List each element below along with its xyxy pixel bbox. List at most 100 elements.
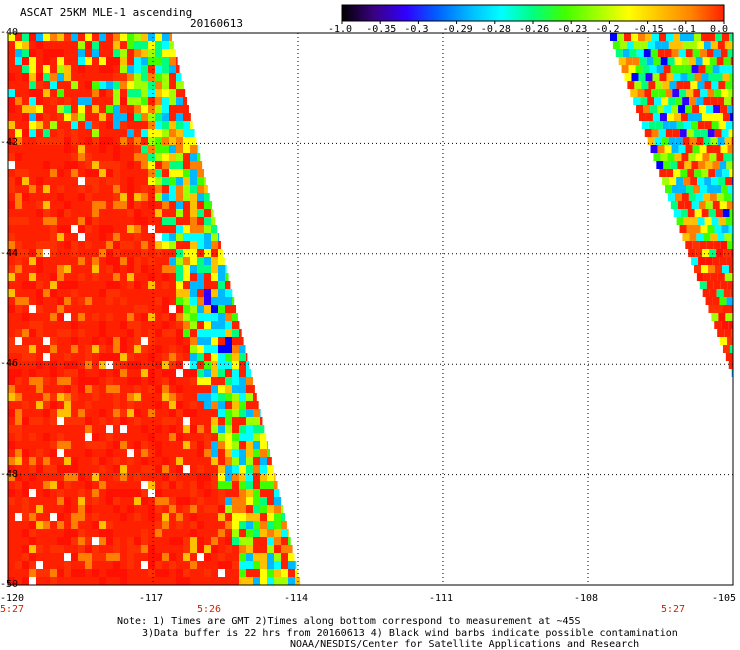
swath-cell bbox=[99, 361, 106, 369]
swath-cell bbox=[85, 561, 92, 569]
swath-cell bbox=[57, 353, 64, 361]
swath-cell bbox=[141, 257, 148, 265]
swath-cell bbox=[71, 489, 78, 497]
swath-cell bbox=[246, 441, 253, 449]
swath-cell bbox=[106, 193, 113, 201]
swath-cell bbox=[134, 193, 141, 201]
swath-cell bbox=[288, 529, 289, 537]
swath-cell bbox=[134, 505, 141, 513]
swath-cell bbox=[148, 321, 155, 329]
swath-cell bbox=[225, 393, 232, 401]
swath-cell bbox=[113, 561, 120, 569]
swath-cell bbox=[22, 33, 29, 41]
swath-cell bbox=[225, 521, 232, 529]
swath-cell bbox=[57, 33, 64, 41]
swath-cell bbox=[99, 185, 106, 193]
swath-cell bbox=[43, 433, 50, 441]
swath-cell bbox=[15, 105, 22, 113]
swath-cell bbox=[645, 73, 653, 81]
swath-cell bbox=[36, 121, 43, 129]
swath-cell bbox=[71, 137, 78, 145]
swath-cell bbox=[281, 505, 284, 513]
swath-cell bbox=[162, 185, 169, 193]
swath-cell bbox=[204, 577, 211, 585]
swath-cell bbox=[682, 97, 690, 105]
swath-cell bbox=[29, 177, 36, 185]
swath-cell bbox=[64, 225, 71, 233]
swath-cell bbox=[176, 345, 183, 353]
swath-cell bbox=[106, 137, 113, 145]
swath-cell bbox=[190, 321, 197, 329]
swath-cell bbox=[720, 49, 728, 57]
swath-cell bbox=[708, 209, 716, 217]
swath-cell bbox=[652, 73, 660, 81]
swath-cell bbox=[71, 329, 78, 337]
swath-cell bbox=[127, 441, 134, 449]
swath-cell bbox=[645, 113, 653, 121]
swath-cell bbox=[57, 41, 64, 49]
swath-cell bbox=[106, 65, 113, 73]
swath-cell bbox=[650, 49, 658, 57]
swath-cell bbox=[183, 169, 190, 177]
swath-cell bbox=[169, 433, 176, 441]
swath-cell bbox=[57, 329, 64, 337]
swath-cell bbox=[57, 473, 64, 481]
swath-cell bbox=[43, 369, 50, 377]
swath-cell bbox=[134, 377, 141, 385]
swath-cell bbox=[85, 65, 92, 73]
swath-cell bbox=[71, 345, 78, 353]
swath-cell bbox=[78, 425, 85, 433]
swath-cell bbox=[120, 513, 127, 521]
swath-cell bbox=[680, 209, 688, 217]
swath-cell bbox=[197, 497, 204, 505]
swath-cell bbox=[232, 321, 239, 329]
swath-cell bbox=[197, 481, 204, 489]
swath-cell bbox=[22, 177, 29, 185]
swath-cell bbox=[92, 433, 99, 441]
swath-cell bbox=[176, 409, 183, 417]
swath-cell bbox=[197, 225, 204, 233]
swath-cell bbox=[246, 553, 253, 561]
swath-cell bbox=[162, 81, 169, 89]
swath-cell bbox=[176, 329, 183, 337]
swath-cell bbox=[706, 49, 714, 57]
swath-cell bbox=[29, 345, 36, 353]
swath-cell bbox=[721, 89, 729, 97]
swath-cell bbox=[183, 193, 190, 201]
swath-cell bbox=[8, 249, 15, 257]
swath-cell bbox=[78, 297, 85, 305]
swath-cell bbox=[702, 153, 710, 161]
swath-cell bbox=[50, 257, 57, 265]
swath-cell bbox=[43, 145, 50, 153]
swath-cell bbox=[141, 97, 148, 105]
swath-cell bbox=[148, 281, 155, 289]
swath-cell bbox=[141, 361, 148, 369]
swath-cell bbox=[50, 41, 57, 49]
swath-cell bbox=[169, 473, 176, 481]
swath-cell bbox=[113, 465, 120, 473]
swath-cell bbox=[57, 449, 64, 457]
swath-cell bbox=[78, 337, 85, 345]
swath-cell bbox=[85, 481, 92, 489]
swath-cell bbox=[148, 481, 155, 489]
swath-cell bbox=[127, 233, 134, 241]
swath-cell bbox=[43, 265, 50, 273]
swath-cell bbox=[696, 97, 704, 105]
swath-cell bbox=[197, 537, 204, 545]
swath-cell bbox=[678, 105, 686, 113]
swath-cell bbox=[211, 529, 218, 537]
swath-cell bbox=[225, 457, 232, 465]
swath-cell bbox=[204, 193, 210, 201]
swath-cell bbox=[78, 233, 85, 241]
swath-cell bbox=[106, 73, 113, 81]
swath-cell bbox=[92, 441, 99, 449]
swath-cell bbox=[36, 137, 43, 145]
swath-cell bbox=[15, 153, 22, 161]
swath-cell bbox=[22, 209, 29, 217]
swath-cell bbox=[267, 545, 274, 553]
swath-cell bbox=[113, 353, 120, 361]
swath-cell bbox=[120, 185, 127, 193]
swath-cell bbox=[85, 257, 92, 265]
swath-cell bbox=[120, 201, 127, 209]
swath-cell bbox=[141, 433, 148, 441]
